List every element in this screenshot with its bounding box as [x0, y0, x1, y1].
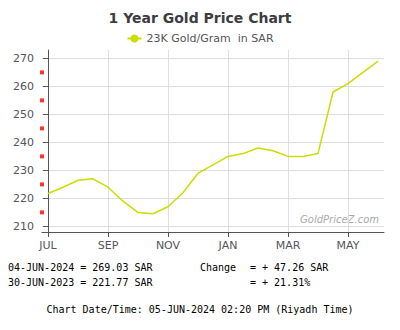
svg-text:04-JUN-2024 = 269.03 SAR: 04-JUN-2024 = 269.03 SAR	[8, 262, 153, 273]
svg-text:1 Year Gold Price Chart: 1 Year Gold Price Chart	[109, 10, 292, 26]
svg-text:230: 230	[13, 164, 34, 177]
svg-text:270: 270	[13, 52, 34, 65]
svg-text:Change: Change	[200, 262, 236, 273]
svg-text:MAR: MAR	[276, 239, 301, 252]
svg-text:220: 220	[13, 192, 34, 205]
svg-text:= + 21.31%: = + 21.31%	[250, 277, 310, 288]
svg-text:250: 250	[13, 108, 34, 121]
svg-text:JUL: JUL	[38, 239, 57, 252]
svg-text:Chart Date/Time: 05-JUN-2024 0: Chart Date/Time: 05-JUN-2024 02:20 PM (R…	[46, 304, 353, 315]
svg-text:260: 260	[13, 80, 34, 93]
svg-text:23K Gold/Gram in SAR: 23K Gold/Gram in SAR	[146, 32, 273, 45]
svg-text:JAN: JAN	[218, 239, 238, 252]
svg-text:MAY: MAY	[337, 239, 360, 252]
svg-text:30-JUN-2023 = 221.77 SAR: 30-JUN-2023 = 221.77 SAR	[8, 277, 153, 288]
svg-text:= + 47.26 SAR: = + 47.26 SAR	[250, 262, 329, 273]
svg-text:210: 210	[13, 220, 34, 233]
svg-text:240: 240	[13, 136, 34, 149]
svg-text:GoldPriceZ.com: GoldPriceZ.com	[300, 214, 379, 225]
svg-text:NOV: NOV	[156, 239, 181, 252]
svg-text:SEP: SEP	[98, 239, 119, 252]
